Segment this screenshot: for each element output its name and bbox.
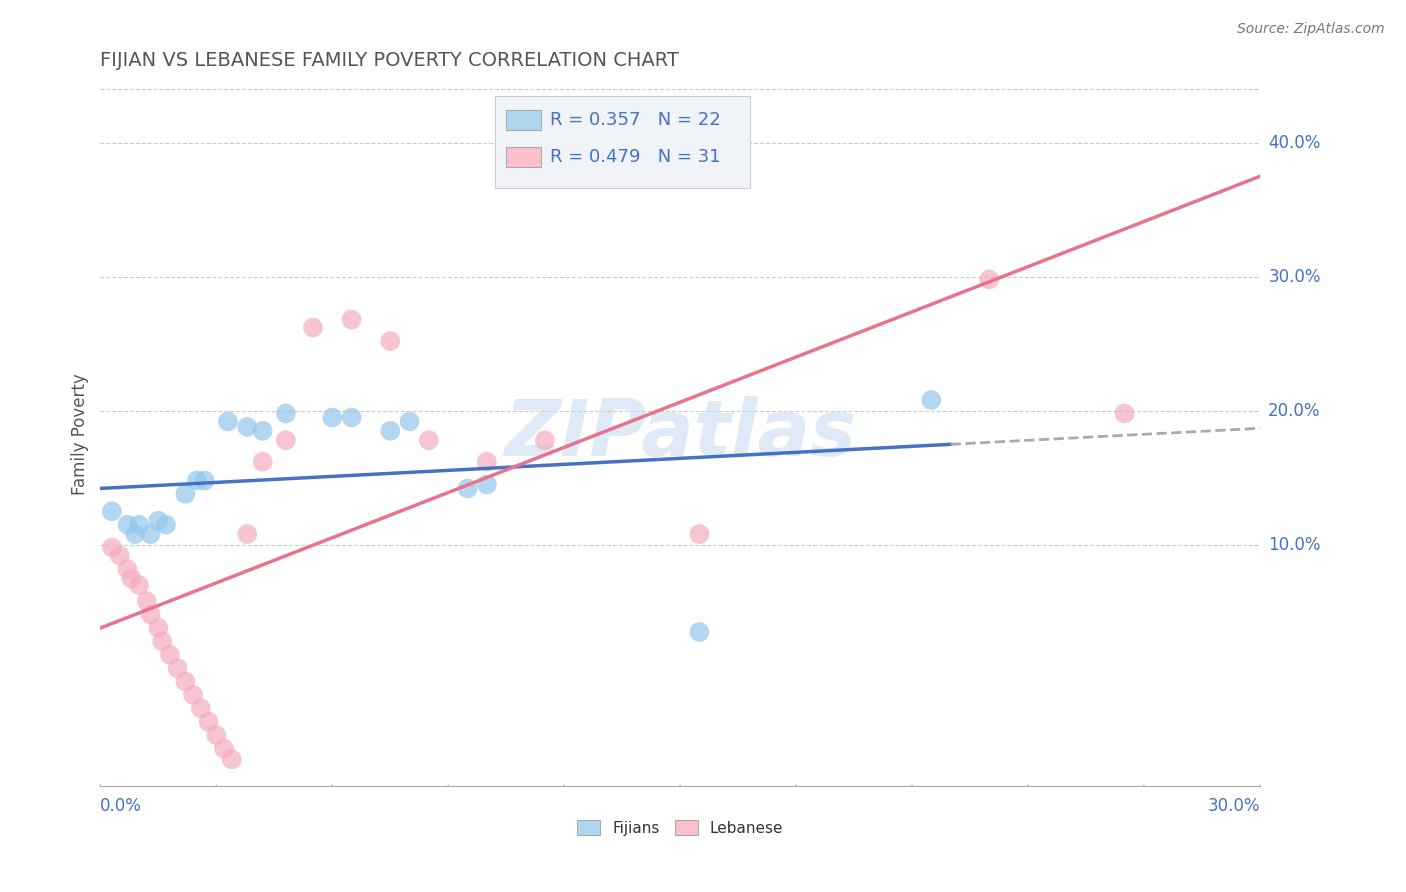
Point xyxy=(979,272,1001,286)
FancyBboxPatch shape xyxy=(506,111,541,130)
Point xyxy=(221,752,243,766)
Point xyxy=(181,688,204,702)
Point xyxy=(148,514,170,528)
Text: ZIPatlas: ZIPatlas xyxy=(503,396,856,472)
Point xyxy=(418,434,440,448)
Point xyxy=(321,410,343,425)
Point xyxy=(174,674,197,689)
Point xyxy=(340,410,363,425)
FancyBboxPatch shape xyxy=(506,147,541,167)
Point xyxy=(475,477,498,491)
Text: 40.0%: 40.0% xyxy=(1268,134,1320,152)
Point xyxy=(120,571,142,585)
Point xyxy=(534,434,557,448)
Text: R = 0.479   N = 31: R = 0.479 N = 31 xyxy=(550,148,721,166)
Point xyxy=(166,661,188,675)
Point xyxy=(159,648,181,662)
Point xyxy=(457,482,479,496)
Point xyxy=(212,741,235,756)
Point xyxy=(727,125,749,139)
Text: 30.0%: 30.0% xyxy=(1208,797,1260,814)
Point xyxy=(128,517,150,532)
Point xyxy=(302,320,325,334)
Point xyxy=(274,434,297,448)
Point xyxy=(340,312,363,326)
FancyBboxPatch shape xyxy=(495,96,749,188)
Y-axis label: Family Poverty: Family Poverty xyxy=(72,374,89,495)
Point xyxy=(150,634,173,648)
Point xyxy=(252,455,274,469)
Point xyxy=(190,701,212,715)
Point xyxy=(380,424,402,438)
Point xyxy=(155,517,177,532)
Point xyxy=(197,714,219,729)
Point xyxy=(194,474,217,488)
Text: 0.0%: 0.0% xyxy=(100,797,142,814)
Point xyxy=(186,474,208,488)
Point xyxy=(128,578,150,592)
Point xyxy=(135,594,157,608)
Point xyxy=(124,527,146,541)
Point xyxy=(1114,407,1136,421)
Point xyxy=(252,424,274,438)
Text: 30.0%: 30.0% xyxy=(1268,268,1320,285)
Text: FIJIAN VS LEBANESE FAMILY POVERTY CORRELATION CHART: FIJIAN VS LEBANESE FAMILY POVERTY CORREL… xyxy=(100,51,679,70)
Point xyxy=(688,624,710,639)
Point xyxy=(236,420,259,434)
Point xyxy=(688,527,710,541)
Point xyxy=(920,392,942,407)
Point xyxy=(174,487,197,501)
Point xyxy=(108,549,131,563)
Point xyxy=(475,455,498,469)
Point xyxy=(117,562,139,576)
Point xyxy=(236,527,259,541)
Text: R = 0.357   N = 22: R = 0.357 N = 22 xyxy=(550,112,721,129)
Point xyxy=(148,621,170,635)
Point xyxy=(139,527,162,541)
Point xyxy=(117,517,139,532)
Point xyxy=(217,415,239,429)
Text: 10.0%: 10.0% xyxy=(1268,536,1320,554)
Point xyxy=(274,407,297,421)
Point xyxy=(380,334,402,348)
Point xyxy=(205,728,228,742)
Point xyxy=(398,415,420,429)
Point xyxy=(139,607,162,622)
Point xyxy=(101,504,124,518)
Text: Source: ZipAtlas.com: Source: ZipAtlas.com xyxy=(1237,22,1385,37)
Point xyxy=(101,541,124,555)
Legend: Fijians, Lebanese: Fijians, Lebanese xyxy=(571,814,789,842)
Text: 20.0%: 20.0% xyxy=(1268,401,1320,420)
